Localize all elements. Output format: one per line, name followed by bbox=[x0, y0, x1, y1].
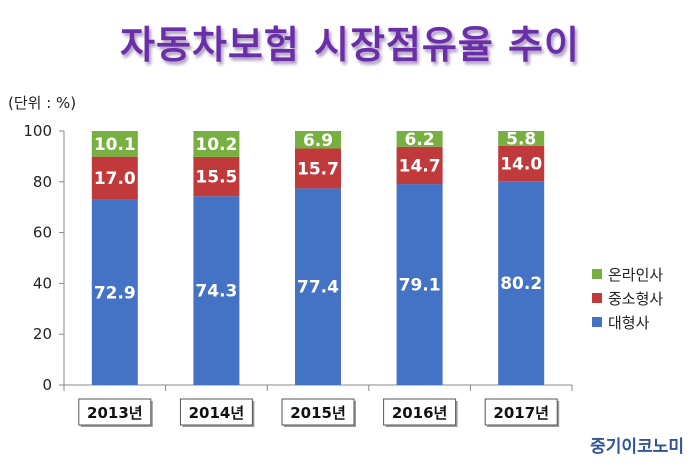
category-label: 2013년 bbox=[87, 404, 143, 422]
y-tick-label: 100 bbox=[23, 122, 52, 140]
category-box bbox=[383, 398, 457, 426]
legend-swatch-large bbox=[592, 317, 602, 327]
legend-item-large: 대형사 bbox=[592, 310, 663, 334]
bar-segment-2-0 bbox=[91, 131, 138, 157]
bar-segment-0-3 bbox=[396, 184, 443, 385]
category-label: 2017년 bbox=[493, 404, 549, 422]
bar-segment-0-0 bbox=[91, 199, 138, 385]
category-box bbox=[179, 398, 253, 426]
data-label-0-1: 74.3 bbox=[195, 282, 237, 302]
legend-label-small: 중소형사 bbox=[608, 289, 664, 308]
source-brand: 중기이코노미 bbox=[590, 437, 684, 457]
category-box bbox=[484, 398, 558, 426]
data-label-0-4: 80.2 bbox=[500, 274, 542, 294]
bar-segment-2-3 bbox=[396, 131, 443, 147]
category-box bbox=[78, 398, 152, 426]
unit-label: (단위 : %) bbox=[8, 94, 77, 112]
category-box bbox=[281, 398, 355, 426]
data-label-2-4: 5.8 bbox=[506, 129, 536, 149]
bar-segment-1-1 bbox=[193, 156, 240, 197]
category-label: 2015년 bbox=[290, 404, 346, 422]
data-label-2-0: 10.1 bbox=[94, 135, 136, 155]
data-label-2-2: 6.9 bbox=[303, 131, 333, 151]
data-label-2-3: 6.2 bbox=[405, 130, 435, 150]
legend-label-large: 대형사 bbox=[608, 313, 650, 332]
data-label-1-3: 14.7 bbox=[399, 156, 441, 176]
data-label-0-0: 72.9 bbox=[94, 283, 136, 303]
bar-segment-1-4 bbox=[498, 145, 545, 182]
legend-item-online: 온라인사 bbox=[592, 262, 663, 286]
data-label-0-2: 77.4 bbox=[297, 278, 339, 298]
data-label-1-1: 15.5 bbox=[195, 168, 237, 188]
y-tick-label: 0 bbox=[42, 376, 52, 394]
bar-segment-2-1 bbox=[193, 131, 240, 157]
data-label-0-3: 79.1 bbox=[399, 276, 441, 296]
category-label: 2016년 bbox=[392, 404, 448, 422]
bar-segment-1-2 bbox=[295, 148, 341, 189]
bar-segment-1-3 bbox=[396, 146, 443, 185]
bar-segment-0-2 bbox=[295, 188, 341, 385]
bar-segment-2-4 bbox=[498, 131, 545, 146]
data-label-1-2: 15.7 bbox=[297, 159, 339, 179]
bar-segment-0-4 bbox=[498, 181, 545, 385]
bar-segment-1-0 bbox=[91, 156, 138, 200]
data-label-1-0: 17.0 bbox=[94, 169, 136, 189]
y-tick-label: 60 bbox=[33, 224, 52, 242]
legend-swatch-small bbox=[592, 293, 602, 303]
legend-swatch-online bbox=[592, 269, 602, 279]
y-tick-label: 20 bbox=[33, 325, 52, 343]
chart-title: 자동차보험 시장점유율 추이 bbox=[120, 23, 580, 67]
data-label-1-4: 14.0 bbox=[500, 155, 542, 175]
legend: 온라인사 중소형사 대형사 bbox=[592, 262, 663, 334]
y-tick-label: 80 bbox=[33, 173, 52, 191]
y-tick-label: 40 bbox=[33, 274, 52, 292]
bar-segment-0-1 bbox=[193, 196, 240, 385]
legend-item-small: 중소형사 bbox=[592, 286, 663, 310]
category-label: 2014년 bbox=[189, 404, 245, 422]
bar-segment-2-2 bbox=[295, 131, 341, 149]
legend-label-online: 온라인사 bbox=[608, 265, 664, 284]
data-label-2-1: 10.2 bbox=[195, 135, 237, 155]
